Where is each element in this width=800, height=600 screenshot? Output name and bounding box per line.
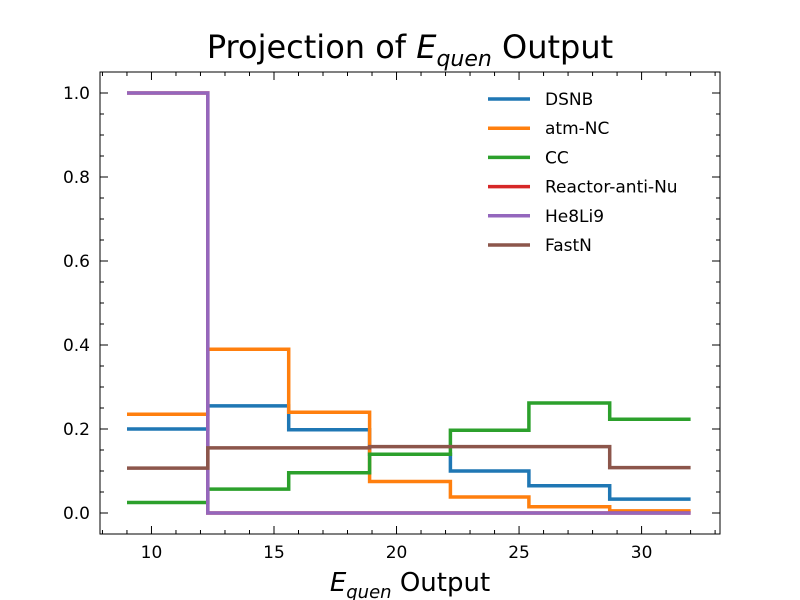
x-tick-label: 30: [631, 543, 653, 563]
legend-label: CC: [545, 148, 569, 168]
series-line-cc: [127, 401, 691, 505]
series-line-fastn: [127, 444, 691, 470]
legend-label: Reactor-anti-Nu: [545, 178, 678, 198]
x-tick-label: 15: [263, 543, 285, 563]
legend-label: atm-NC: [545, 119, 609, 139]
axis-ticks: 10 15 20 25 30 0.0 0.2 0.4 0.6 0.8 1.0: [63, 72, 720, 563]
chart-title: Projection of Equen Output: [207, 28, 613, 72]
series-line-atm-nc: [127, 347, 691, 513]
x-tick-label: 25: [508, 543, 530, 563]
legend: DSNB atm-NC CC Reactor-anti-Nu He8Li9 FastN: [488, 90, 678, 256]
x-tick-label: 10: [141, 543, 163, 563]
y-tick-label: 1.0: [63, 84, 90, 104]
plot-frame: [99, 71, 721, 535]
x-tick-label: 20: [386, 543, 408, 563]
series-line-reactor-anti-nu: [127, 91, 691, 515]
series-line-he8li9: [127, 91, 691, 515]
y-tick-label: 0.8: [63, 168, 90, 188]
legend-label: FastN: [545, 236, 592, 256]
legend-label: DSNB: [545, 90, 593, 110]
series-lines: [127, 91, 691, 515]
x-axis-label: Equen Output: [330, 568, 490, 600]
y-tick-label: 0.6: [63, 252, 90, 272]
legend-label: He8Li9: [545, 207, 604, 227]
y-tick-label: 0.2: [63, 420, 90, 440]
y-tick-label: 0.0: [63, 504, 90, 524]
y-tick-label: 0.4: [63, 336, 90, 356]
